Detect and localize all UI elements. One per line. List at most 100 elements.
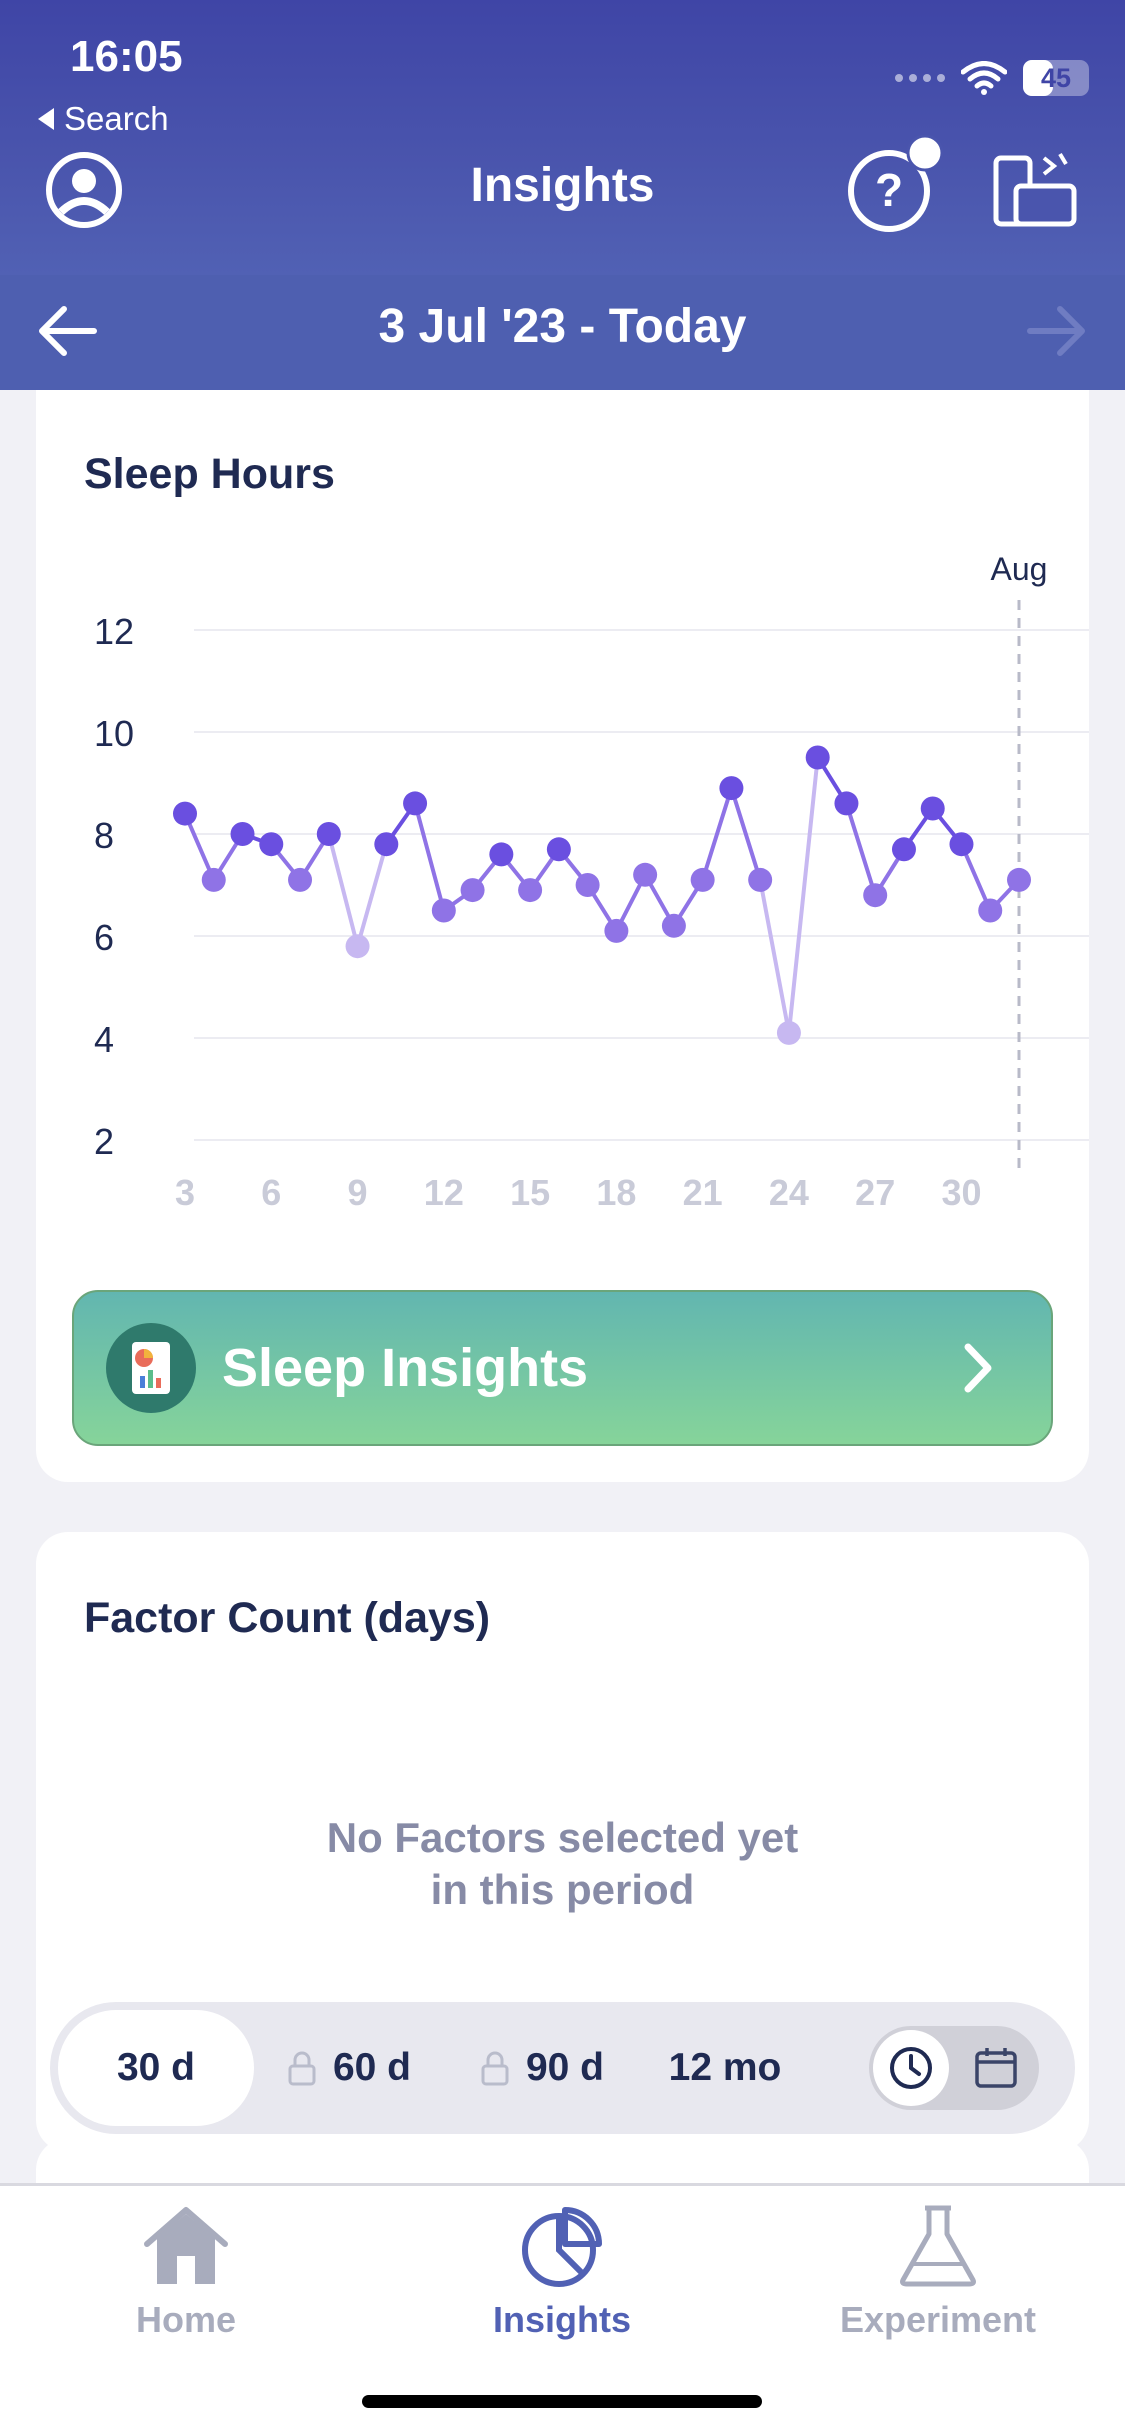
data-point bbox=[863, 883, 888, 908]
data-point bbox=[1007, 867, 1031, 892]
pie-chart-icon bbox=[522, 2207, 602, 2287]
back-to-search-link[interactable]: Search bbox=[38, 100, 169, 138]
data-point bbox=[460, 878, 485, 903]
data-point bbox=[661, 913, 686, 938]
calendar-icon[interactable] bbox=[973, 2046, 1019, 2090]
tab-home[interactable]: Home bbox=[36, 2204, 336, 2341]
period-12mo-pill[interactable]: 12 mo bbox=[640, 2010, 810, 2126]
x-tick-label: 3 bbox=[175, 1172, 195, 1213]
series-line-segment bbox=[700, 786, 734, 882]
tab-experiment[interactable]: Experiment bbox=[788, 2204, 1088, 2341]
battery-fill bbox=[1023, 60, 1053, 96]
data-point bbox=[949, 832, 974, 857]
home-icon bbox=[144, 2207, 228, 2284]
battery-indicator: 45 bbox=[1023, 60, 1089, 96]
x-tick-label: 24 bbox=[769, 1172, 809, 1213]
series-line-segment bbox=[844, 801, 878, 898]
tab-home-label: Home bbox=[135, 2299, 237, 2340]
series-line-segment bbox=[326, 832, 360, 949]
period-30d-label: 30 d bbox=[116, 2046, 196, 2089]
sleep-insights-button[interactable]: Sleep Insights bbox=[72, 1290, 1053, 1446]
tab-insights[interactable]: Insights bbox=[412, 2204, 712, 2341]
data-point bbox=[575, 873, 600, 897]
data-point bbox=[978, 898, 1003, 923]
series-line-segment bbox=[758, 877, 791, 1035]
date-range-label: 3 Jul '23 - Today bbox=[378, 300, 747, 353]
battery-level: 45 bbox=[1040, 62, 1072, 93]
previous-period-arrow-icon[interactable] bbox=[36, 303, 98, 359]
tab-insights-label: Insights bbox=[492, 2299, 631, 2340]
empty-state-line-2: in this period bbox=[430, 1866, 695, 1913]
data-point bbox=[403, 791, 428, 816]
data-point bbox=[719, 776, 744, 801]
series-line-segment bbox=[355, 842, 389, 949]
data-point bbox=[489, 842, 514, 867]
data-point bbox=[173, 801, 197, 826]
x-tick-label: 27 bbox=[855, 1172, 895, 1213]
y-tick-label: 2 bbox=[94, 1121, 114, 1162]
x-tick-label: 6 bbox=[261, 1172, 281, 1213]
data-point bbox=[920, 796, 945, 821]
sleep-hours-card: Sleep Hours 2 4 6 8 10 12 3 6 9 12 15 18 21 24 27 30 Aug… bbox=[36, 390, 1089, 1482]
month-marker-label: Aug bbox=[991, 551, 1048, 587]
data-point bbox=[834, 791, 859, 816]
data-point bbox=[230, 822, 255, 846]
status-indicators: 45 bbox=[895, 60, 1089, 96]
signal-icon bbox=[895, 74, 945, 82]
report-icon bbox=[106, 1323, 196, 1413]
series-line-segment bbox=[786, 755, 820, 1035]
back-triangle-icon bbox=[38, 108, 54, 130]
data-point bbox=[805, 745, 830, 770]
y-tick-label: 10 bbox=[94, 713, 134, 754]
data-point bbox=[748, 867, 773, 892]
x-tick-label: 21 bbox=[683, 1172, 723, 1213]
date-range-bar: 3 Jul '23 - Today bbox=[0, 275, 1125, 390]
profile-icon[interactable] bbox=[44, 150, 124, 230]
period-12mo-label: 12 mo bbox=[668, 2046, 782, 2089]
tab-experiment-label: Experiment bbox=[839, 2299, 1037, 2340]
x-tick-label: 15 bbox=[510, 1172, 550, 1213]
next-period-arrow-icon[interactable] bbox=[1026, 303, 1088, 359]
lock-icon bbox=[481, 2051, 509, 2086]
period-30d-pill[interactable]: 30 d bbox=[58, 2010, 254, 2126]
series-line-segment bbox=[729, 786, 763, 882]
x-tick-label: 12 bbox=[424, 1172, 464, 1213]
factor-count-title: Factor Count (days) bbox=[84, 1594, 491, 1642]
data-point bbox=[518, 878, 543, 903]
sleep-hours-title: Sleep Hours bbox=[84, 450, 335, 498]
help-icon[interactable]: ? bbox=[846, 148, 932, 234]
x-tick-label: 30 bbox=[941, 1172, 981, 1213]
data-point bbox=[690, 867, 715, 892]
data-point bbox=[431, 898, 456, 923]
data-point bbox=[201, 867, 226, 892]
data-point bbox=[374, 832, 399, 857]
y-tick-label: 12 bbox=[94, 611, 134, 652]
tab-bar: Home Insights Experiment bbox=[0, 2183, 1125, 2436]
series-line-segment bbox=[413, 801, 446, 913]
devices-sync-icon[interactable] bbox=[990, 148, 1080, 230]
page-title: Insights bbox=[470, 159, 655, 212]
svg-text:?: ? bbox=[875, 164, 903, 216]
data-point bbox=[776, 1020, 801, 1045]
data-point bbox=[891, 837, 916, 862]
flask-icon bbox=[900, 2205, 976, 2287]
data-point bbox=[316, 822, 341, 846]
app-header: 16:05 Search 45 Insights ? bbox=[0, 0, 1125, 275]
data-point bbox=[259, 832, 284, 857]
period-60d-label: 60 d bbox=[332, 2046, 412, 2089]
period-selector: 30 d 60 d 90 d 12 mo bbox=[50, 2002, 1075, 2134]
series-line-segment bbox=[183, 811, 216, 882]
x-tick-label: 9 bbox=[348, 1172, 368, 1213]
chevron-right-icon bbox=[964, 1343, 992, 1393]
view-mode-toggle[interactable] bbox=[869, 2026, 1039, 2110]
clock-icon[interactable] bbox=[887, 2044, 935, 2092]
data-point bbox=[546, 837, 571, 862]
series-line-segment bbox=[959, 842, 993, 913]
period-90d-pill[interactable]: 90 d bbox=[444, 2010, 640, 2126]
sleep-insights-label: Sleep Insights bbox=[222, 1338, 589, 1398]
status-time: 16:05 bbox=[70, 32, 183, 81]
y-tick-label: 6 bbox=[94, 917, 114, 958]
period-60d-pill[interactable]: 60 d bbox=[254, 2010, 444, 2126]
data-point bbox=[345, 934, 370, 959]
